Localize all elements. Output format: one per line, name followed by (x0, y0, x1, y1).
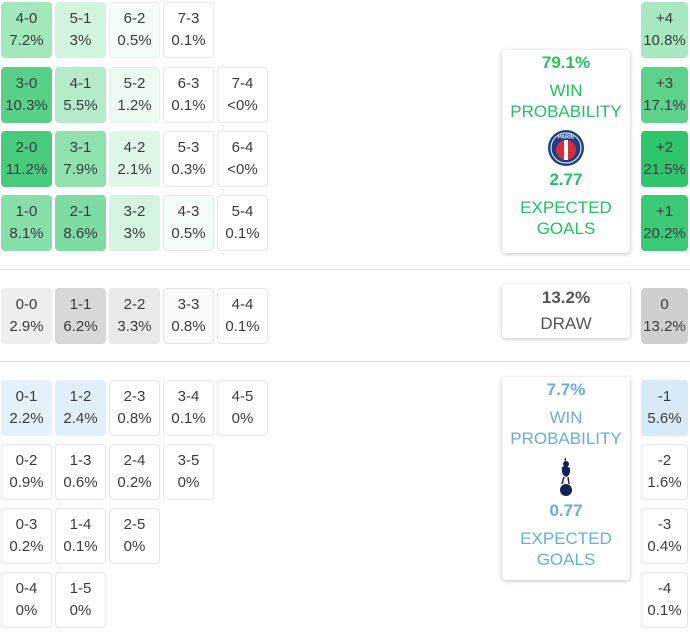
score-cell-2-4: 2-4 0.2% (109, 444, 160, 500)
home-expected-goals: 2.77 (549, 170, 583, 189)
score-cell-0-2: 0-2 0.9% (1, 444, 52, 500)
score-cell-4-5: 4-5 0% (217, 380, 268, 436)
margin-cell-plus-1: +1 20.2% (641, 195, 688, 251)
margin-cell-minus-1: -1 5.6% (641, 380, 688, 436)
score-cell-3-2: 3-2 3% (109, 195, 160, 251)
score-cell-7-4: 7-4 <0% (217, 67, 268, 123)
home-summary-card: 79.1% WIN PROBABILITY PARIS 2.77 EXPECTED… (502, 50, 630, 253)
margin-cell-minus-2: -2 1.6% (641, 444, 688, 500)
margin-cell-plus-2: +2 21.5% (641, 131, 688, 187)
section-divider (0, 361, 690, 362)
margin-cell-zero: 0 13.2% (641, 288, 688, 344)
score-cell-2-0: 2-0 11.2% (1, 131, 52, 187)
draw-pct: 13.2% (541, 288, 591, 307)
score-cell-0-3: 0-3 0.2% (1, 508, 52, 564)
draw-label: DRAW (540, 314, 592, 333)
home-win-label: WIN PROBABILITY (510, 81, 622, 121)
score-cell-3-1: 3-1 7.9% (55, 131, 106, 187)
home-win-pct: 79.1% (541, 53, 591, 72)
score-cell-1-4: 1-4 0.1% (55, 508, 106, 564)
away-win-pct: 7.7% (546, 380, 586, 399)
score-cell-0-1: 0-1 2.2% (1, 380, 52, 436)
score-cell-1-0: 1-0 8.1% (1, 195, 52, 251)
score-cell-0-4: 0-4 0% (1, 572, 52, 628)
spurs-crest-icon (560, 457, 572, 496)
score-cell-4-3: 4-3 0.5% (163, 195, 214, 251)
away-xg-label: EXPECTED GOALS (520, 529, 612, 569)
score-cell-4-4: 4-4 0.1% (217, 288, 268, 344)
away-win-label: WIN PROBABILITY (510, 408, 622, 448)
margin-cell-minus-4: -4 0.1% (641, 572, 688, 628)
score-cell-3-5: 3-5 0% (163, 444, 214, 500)
score-cell-5-1: 5-1 3% (55, 2, 106, 58)
score-cell-5-3: 5-3 0.3% (163, 131, 214, 187)
score-cell-1-3: 1-3 0.6% (55, 444, 106, 500)
score-cell-2-1: 2-1 8.6% (55, 195, 106, 251)
section-divider (0, 269, 690, 270)
score-cell-7-3: 7-3 0.1% (163, 2, 214, 58)
score-cell-2-5: 2-5 0% (109, 508, 160, 564)
margin-cell-plus-4: +4 10.8% (641, 2, 688, 58)
score-cell-5-4: 5-4 0.1% (217, 195, 268, 251)
score-cell-2-2: 2-2 3.3% (109, 288, 160, 344)
margin-cell-plus-3: +3 17.1% (641, 67, 688, 123)
score-cell-1-1: 1-1 6.2% (55, 288, 106, 344)
svg-text:PARIS: PARIS (558, 135, 575, 141)
score-cell-2-3: 2-3 0.8% (109, 380, 160, 436)
score-cell-4-1: 4-1 5.5% (55, 67, 106, 123)
away-summary-card: 7.7% WIN PROBABILITY 0.77 EXPECTED GOALS (502, 377, 630, 580)
psg-crest-icon: PARIS (548, 130, 584, 166)
score-cell-5-2: 5-2 1.2% (109, 67, 160, 123)
score-cell-4-2: 4-2 2.1% (109, 131, 160, 187)
score-cell-6-4: 6-4 <0% (217, 131, 268, 187)
score-cell-3-3: 3-3 0.8% (163, 288, 214, 344)
score-cell-1-2: 1-2 2.4% (55, 380, 106, 436)
score-cell-6-3: 6-3 0.1% (163, 67, 214, 123)
margin-cell-minus-3: -3 0.4% (641, 508, 688, 564)
score-cell-6-2: 6-2 0.5% (109, 2, 160, 58)
away-expected-goals: 0.77 (549, 501, 583, 520)
score-cell-3-4: 3-4 0.1% (163, 380, 214, 436)
score-cell-0-0: 0-0 2.9% (1, 288, 52, 344)
score-cell-1-5: 1-5 0% (55, 572, 106, 628)
draw-summary-card: 13.2% DRAW (502, 284, 630, 338)
score-cell-4-0: 4-0 7.2% (1, 2, 52, 58)
score-cell-3-0: 3-0 10.3% (1, 67, 52, 123)
home-xg-label: EXPECTED GOALS (520, 198, 612, 238)
